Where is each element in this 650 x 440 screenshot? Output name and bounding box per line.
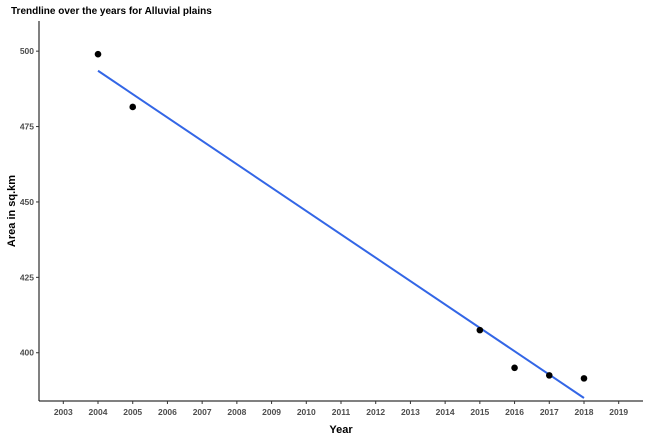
y-tick-label: 450 (20, 197, 34, 207)
x-tick-label: 2014 (436, 407, 455, 417)
x-tick-label: 2004 (89, 407, 108, 417)
x-tick-label: 2018 (575, 407, 594, 417)
x-tick-label: 2013 (401, 407, 420, 417)
x-tick-label: 2016 (505, 407, 524, 417)
y-tick-label: 475 (20, 122, 34, 132)
chart-title: Trendline over the years for Alluvial pl… (11, 6, 212, 17)
data-point (511, 364, 518, 372)
y-tick-label: 500 (20, 46, 34, 56)
trend-line (97, 69, 585, 399)
x-tick-label: 2008 (227, 407, 246, 417)
data-point (129, 103, 137, 111)
y-axis-title: Area in sq.km (6, 175, 18, 247)
x-tick-label: 2003 (54, 407, 73, 417)
x-tick-label: 2011 (332, 407, 351, 417)
data-point (476, 326, 484, 334)
plot-area: 400 425 450 475 500 2003 2004 2005 2006 2007 2008 2… (20, 21, 643, 417)
y-tick-label: 425 (20, 272, 34, 282)
x-tick-label: 2012 (366, 407, 385, 417)
x-tick-label: 2009 (262, 407, 281, 417)
y-tick-label: 400 (20, 348, 34, 358)
x-tick-label: 2010 (297, 407, 316, 417)
x-tick-label: 2007 (193, 407, 212, 417)
x-tick-label: 2017 (540, 407, 559, 417)
data-point (94, 50, 102, 58)
x-tick-label: 2019 (609, 407, 628, 417)
x-axis-title: Year (329, 424, 353, 436)
data-point (580, 375, 588, 382)
x-tick-label: 2005 (123, 407, 142, 417)
data-point (545, 372, 553, 379)
x-tick-label: 2015 (470, 407, 489, 417)
x-tick-label: 2006 (158, 407, 177, 417)
